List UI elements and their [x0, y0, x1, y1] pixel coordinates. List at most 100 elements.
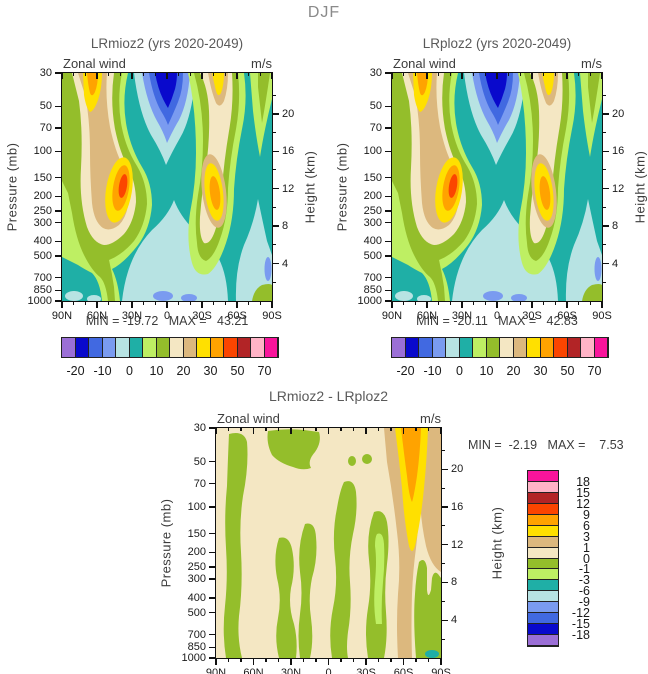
pressure-axis-label: Pressure (mb): [4, 142, 20, 232]
height-minor-tick: [602, 206, 606, 208]
latitude-tick-bottom: [365, 658, 367, 665]
pressure-tick: [385, 255, 392, 257]
panel-title-diff: LRmioz2 - LRploz2: [268, 388, 389, 404]
pressure-tick: [385, 222, 392, 224]
height-tick: [602, 150, 609, 152]
latitude-tick-top: [72, 73, 75, 76]
latitude-tick-top: [414, 73, 417, 76]
colorbar-lrploz2: -20 -10 0 10 20 30 50 70: [391, 337, 609, 378]
colorbar-swatch: [89, 338, 103, 357]
colorbar-swatch: [528, 580, 558, 592]
latitude-tick-top: [377, 428, 380, 431]
colorbar-label: 50: [560, 364, 575, 378]
latitude-tick-top: [271, 73, 273, 79]
contour-plot-lrmioz2: 30 50 70 100 150 200 250 300 400 500 700 850 1000 20 1…: [28, 67, 295, 322]
colorbar-swatch: [528, 481, 558, 493]
colorbar-swatch: [170, 338, 184, 357]
pressure-tick-label: 500: [363, 249, 382, 262]
latitude-tick-bottom: [189, 301, 192, 305]
colorbar-swatch: [528, 613, 558, 625]
height-minor-tick: [272, 281, 276, 283]
latitude-tick-top: [554, 73, 557, 76]
latitude-tick-bottom: [315, 658, 317, 662]
latitude-tick-top: [227, 428, 230, 431]
colorbar-swatch: [594, 338, 608, 357]
colorbar-swatch: [264, 338, 278, 357]
latitude-tick-bottom: [437, 301, 440, 305]
latitude-tick-top: [84, 73, 87, 76]
pressure-tick-label: 300: [187, 573, 206, 586]
latitude-tick-top: [391, 73, 393, 79]
latitude-tick-bottom: [472, 301, 475, 305]
height-tick: [272, 225, 279, 227]
colorbar-swatch: [197, 338, 211, 357]
colorbar-label: 10: [479, 364, 494, 378]
latitude-tick-bottom: [440, 658, 442, 665]
pressure-tick-label: 100: [363, 145, 382, 158]
minmax-diff: MIN = -2.19 MAX = 7.53: [468, 438, 624, 452]
latitude-tick-top: [247, 73, 250, 76]
latitude-tick-top: [142, 73, 145, 76]
pressure-tick: [55, 195, 62, 198]
pressure-tick-label: 70: [39, 122, 52, 135]
colorbar-swatch: [102, 338, 116, 357]
latitude-tick-bottom: [259, 301, 262, 305]
latitude-tick-label: 90N: [205, 667, 227, 674]
pressure-tick: [55, 176, 62, 179]
latitude-tick-bottom: [84, 301, 87, 305]
pressure-tick: [209, 482, 216, 485]
latitude-tick-top: [601, 73, 603, 79]
colorbar-swatch: [528, 591, 558, 603]
latitude-tick-top: [61, 73, 63, 79]
colorbar-label: -9: [578, 595, 590, 610]
pressure-tick-label: 30: [369, 67, 382, 79]
height-minor-tick: [441, 600, 445, 602]
latitude-tick-top: [189, 73, 192, 76]
latitude-tick-bottom: [554, 301, 557, 305]
height-tick: [602, 225, 609, 227]
colorbar-swatch: [237, 338, 251, 357]
pressure-tick-label: 300: [363, 216, 382, 229]
latitude-tick-top: [166, 73, 168, 79]
pressure-tick: [209, 460, 216, 463]
latitude-tick-label: 60N: [86, 310, 108, 322]
height-tick: [602, 262, 609, 265]
pressure-tick: [55, 277, 62, 279]
colorbar-swatch: [528, 624, 558, 636]
latitude-tick-bottom: [496, 301, 498, 308]
height-tick-label: 4: [282, 257, 289, 270]
pressure-tick-label: 300: [33, 216, 52, 229]
latitude-tick-top: [201, 73, 203, 79]
latitude-tick-top: [437, 73, 440, 76]
height-axis-label: Height (km): [302, 150, 318, 224]
colorbar-swatch: [528, 503, 558, 515]
colorbar-label: -20: [66, 364, 85, 378]
pressure-tick: [209, 566, 216, 568]
height-tick-label: 8: [612, 220, 619, 233]
colorbar-swatch: [446, 338, 460, 357]
pressure-tick-label: 150: [187, 527, 206, 540]
latitude-tick-label: 30N: [121, 310, 143, 322]
pressure-tick-label: 250: [187, 561, 206, 574]
colorbar-swatch: [129, 338, 143, 357]
pressure-tick-label: 400: [33, 235, 52, 248]
height-axis-label: Height (km): [489, 506, 505, 580]
pressure-axis-label: Pressure (mb): [158, 498, 174, 588]
latitude-tick-bottom: [566, 301, 568, 308]
height-tick-label: 20: [282, 107, 295, 120]
pressure-tick-label: 150: [363, 171, 382, 184]
pressure-tick: [209, 506, 216, 508]
latitude-tick-label: 60N: [416, 310, 438, 322]
pressure-tick-label: 50: [39, 100, 52, 113]
latitude-tick-bottom: [484, 301, 487, 305]
pressure-tick-label: 700: [187, 628, 206, 641]
colorbar-label: 6: [583, 518, 590, 533]
colorbar-label: 30: [203, 364, 218, 378]
pressure-tick-label: 500: [33, 249, 52, 262]
pressure-tick-label: 100: [33, 145, 52, 158]
pressure-tick-label: 200: [33, 190, 52, 203]
latitude-tick-label: 60N: [243, 667, 264, 674]
latitude-tick-top: [472, 73, 475, 76]
colorbar-swatch: [473, 338, 487, 357]
height-minor-tick: [441, 487, 445, 489]
